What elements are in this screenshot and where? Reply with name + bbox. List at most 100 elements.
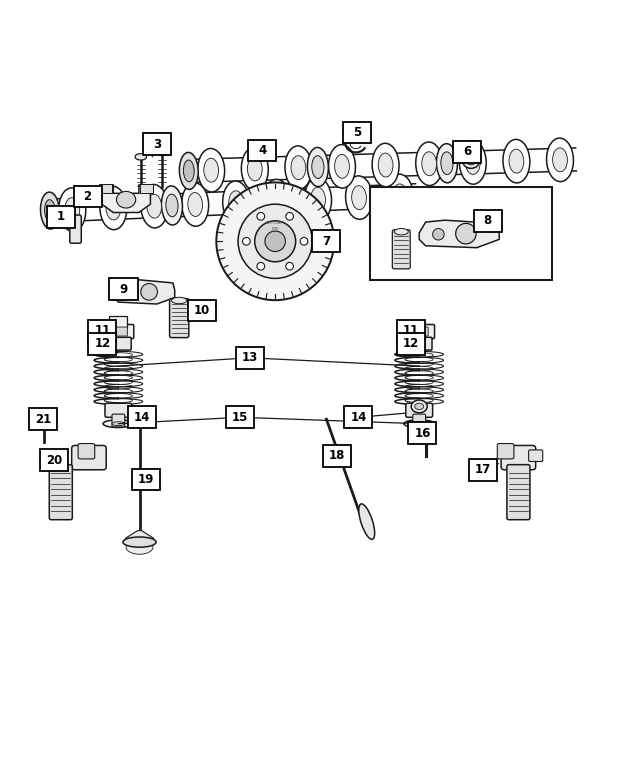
FancyBboxPatch shape [106, 337, 131, 350]
FancyBboxPatch shape [474, 210, 502, 232]
Ellipse shape [420, 432, 432, 437]
Polygon shape [112, 280, 175, 304]
Ellipse shape [328, 145, 355, 188]
Ellipse shape [166, 194, 178, 217]
Text: 13: 13 [241, 351, 258, 364]
FancyBboxPatch shape [410, 327, 428, 336]
FancyBboxPatch shape [397, 333, 425, 354]
Ellipse shape [204, 159, 219, 182]
Ellipse shape [509, 149, 524, 173]
FancyBboxPatch shape [406, 403, 433, 417]
Polygon shape [49, 183, 417, 222]
Ellipse shape [228, 191, 244, 214]
Ellipse shape [137, 420, 142, 423]
Text: MOTOTCRAFT: MOTOTCRAFT [266, 221, 285, 225]
Text: 2: 2 [84, 190, 92, 203]
FancyBboxPatch shape [226, 406, 254, 428]
Ellipse shape [552, 148, 568, 172]
Ellipse shape [147, 194, 162, 218]
Ellipse shape [284, 181, 305, 220]
Bar [99, 183, 112, 193]
Ellipse shape [372, 143, 399, 186]
Circle shape [257, 213, 265, 220]
Ellipse shape [269, 189, 285, 213]
Ellipse shape [65, 197, 80, 221]
Text: 6: 6 [463, 145, 471, 159]
Ellipse shape [184, 160, 194, 182]
Circle shape [257, 263, 264, 270]
FancyBboxPatch shape [406, 337, 432, 350]
Ellipse shape [422, 152, 436, 176]
Ellipse shape [416, 142, 443, 186]
Circle shape [141, 284, 157, 300]
FancyBboxPatch shape [103, 325, 134, 339]
Polygon shape [188, 148, 577, 183]
Ellipse shape [116, 191, 136, 208]
Ellipse shape [156, 149, 168, 155]
Ellipse shape [465, 151, 480, 174]
Ellipse shape [415, 403, 424, 409]
Text: 11: 11 [403, 325, 419, 337]
FancyBboxPatch shape [170, 298, 189, 338]
FancyBboxPatch shape [236, 347, 264, 368]
Ellipse shape [404, 420, 435, 427]
Circle shape [121, 287, 131, 298]
Circle shape [300, 238, 308, 245]
FancyBboxPatch shape [88, 320, 116, 342]
FancyBboxPatch shape [397, 320, 425, 342]
FancyBboxPatch shape [392, 230, 410, 269]
Circle shape [433, 228, 444, 240]
FancyBboxPatch shape [88, 333, 116, 354]
Text: 14: 14 [134, 411, 150, 423]
FancyBboxPatch shape [29, 409, 57, 430]
Ellipse shape [40, 192, 60, 229]
Ellipse shape [126, 540, 153, 554]
Polygon shape [102, 185, 150, 212]
Ellipse shape [123, 537, 156, 547]
Circle shape [456, 223, 476, 244]
FancyBboxPatch shape [413, 414, 426, 427]
Text: 16: 16 [414, 427, 431, 440]
Ellipse shape [112, 422, 125, 426]
Ellipse shape [198, 148, 225, 192]
Text: 10: 10 [193, 304, 210, 317]
Text: 14: 14 [350, 411, 367, 423]
FancyBboxPatch shape [501, 445, 536, 470]
Ellipse shape [467, 158, 476, 165]
Ellipse shape [351, 186, 367, 210]
FancyBboxPatch shape [74, 186, 102, 207]
Text: 21: 21 [35, 413, 51, 426]
Ellipse shape [179, 152, 198, 190]
FancyBboxPatch shape [105, 403, 132, 417]
FancyBboxPatch shape [408, 423, 436, 444]
Text: 17: 17 [475, 463, 492, 476]
Circle shape [243, 238, 250, 245]
Ellipse shape [460, 141, 486, 184]
Ellipse shape [291, 155, 306, 179]
Ellipse shape [285, 146, 312, 190]
Polygon shape [37, 411, 50, 417]
Ellipse shape [392, 184, 408, 208]
Text: 12: 12 [94, 337, 111, 350]
Ellipse shape [310, 187, 326, 211]
Circle shape [286, 213, 293, 220]
Text: 7: 7 [323, 235, 330, 248]
Circle shape [265, 231, 285, 252]
Ellipse shape [45, 200, 55, 221]
Ellipse shape [305, 178, 332, 221]
Circle shape [255, 221, 296, 262]
Ellipse shape [161, 186, 182, 225]
Ellipse shape [463, 155, 479, 169]
FancyBboxPatch shape [48, 450, 62, 462]
Ellipse shape [106, 196, 121, 220]
FancyBboxPatch shape [344, 406, 372, 428]
Bar [140, 183, 153, 193]
FancyBboxPatch shape [404, 325, 435, 339]
Text: 5: 5 [353, 126, 361, 139]
Text: 20: 20 [46, 454, 63, 467]
FancyBboxPatch shape [529, 450, 543, 462]
FancyBboxPatch shape [40, 449, 68, 471]
FancyBboxPatch shape [49, 465, 72, 520]
Ellipse shape [547, 138, 573, 182]
Ellipse shape [413, 422, 426, 426]
